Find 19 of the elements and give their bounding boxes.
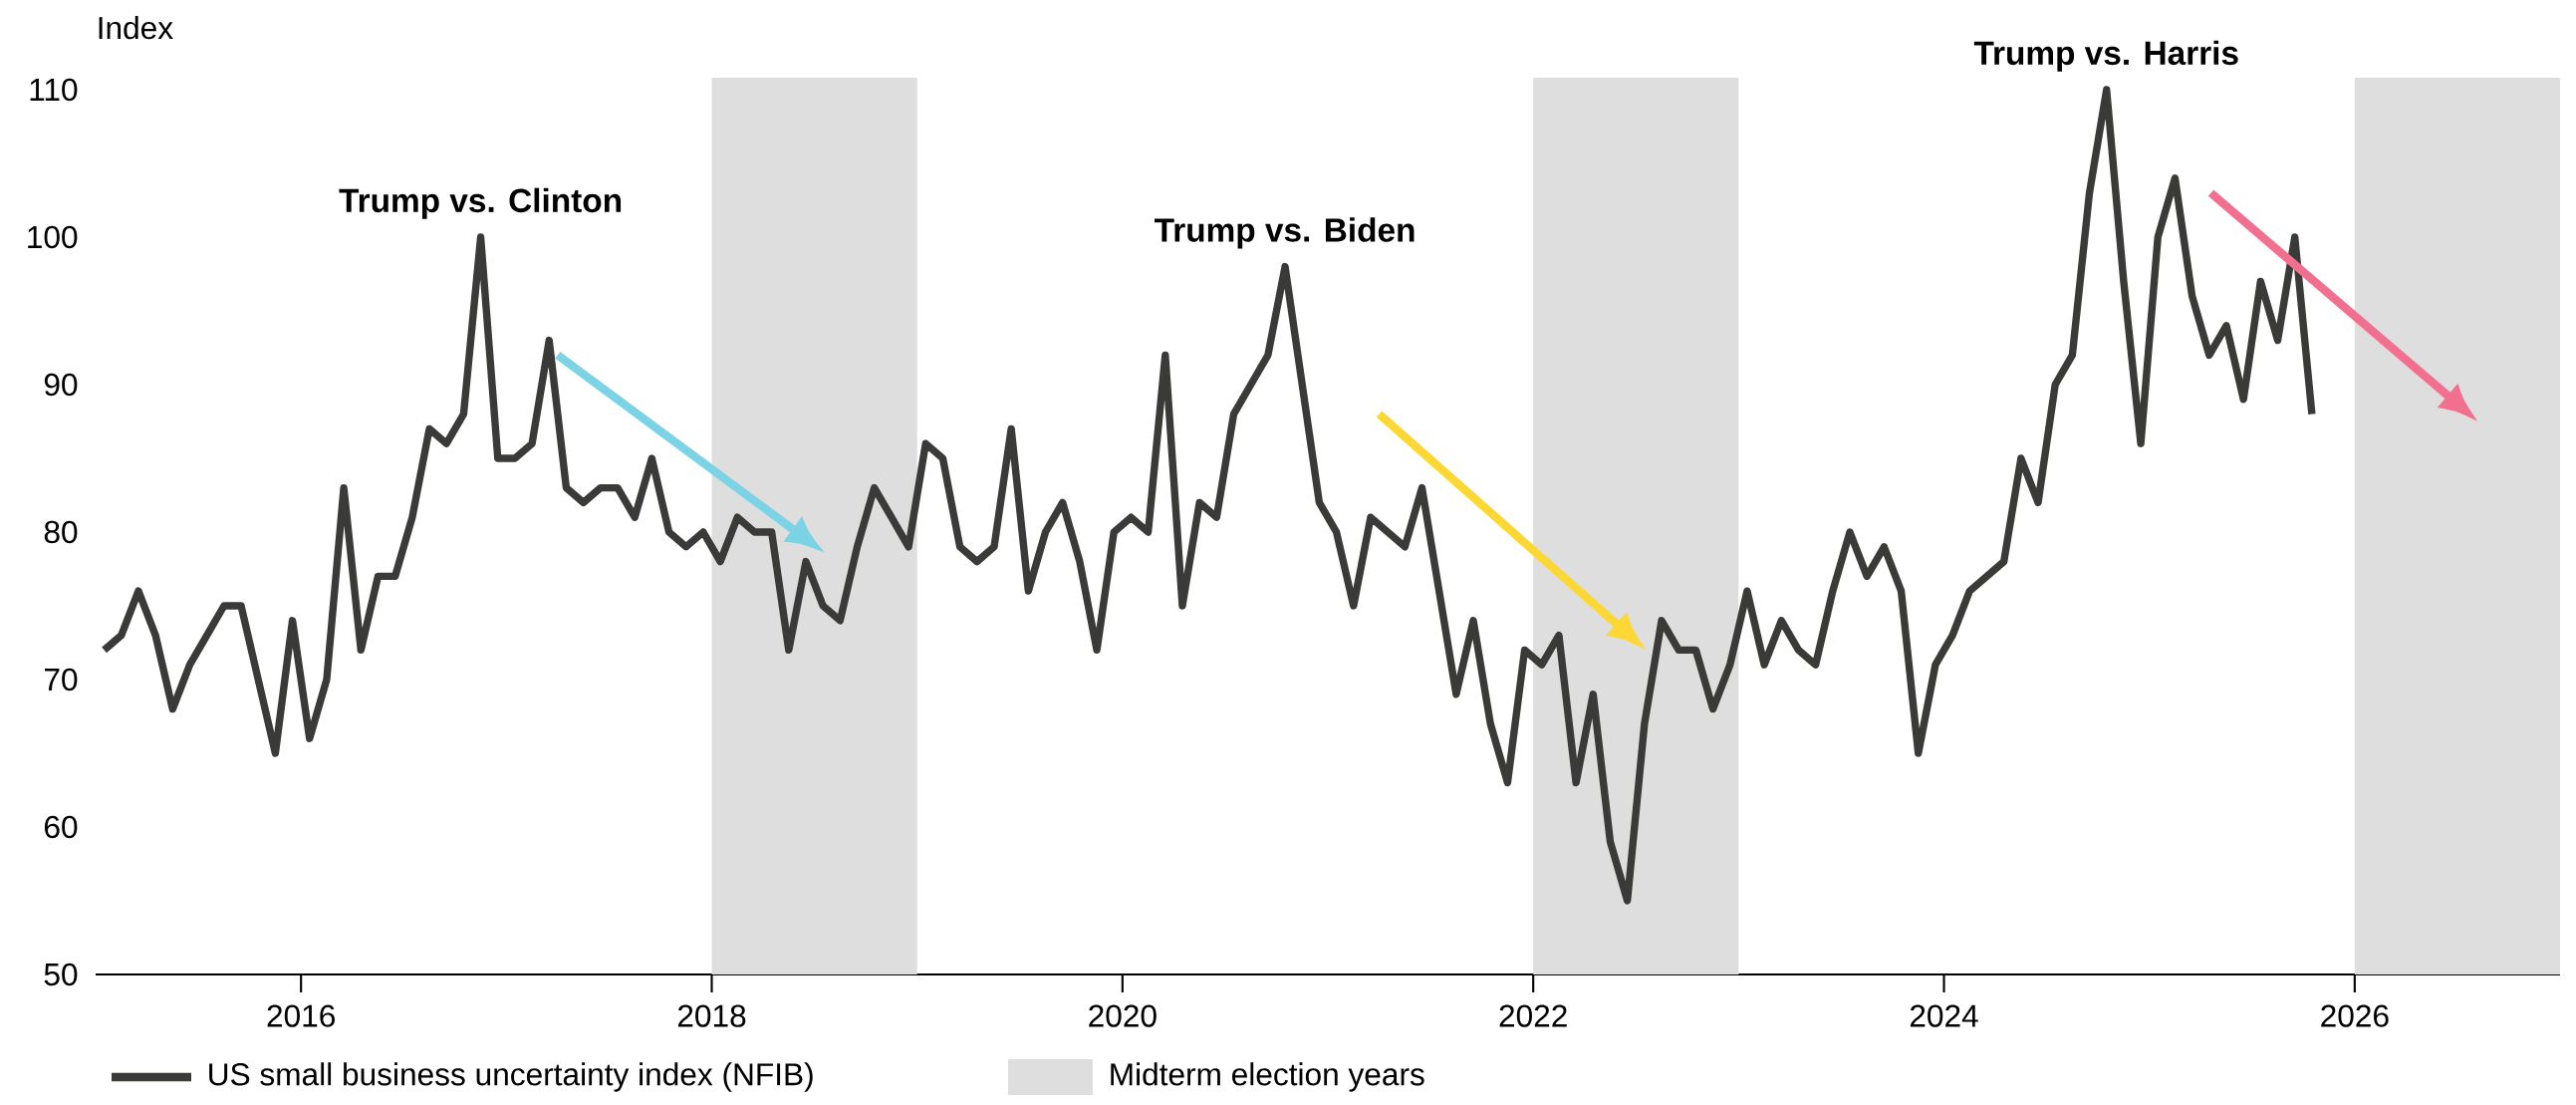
y-axis-title: Index <box>99 16 173 40</box>
y-tick-label: 100 <box>28 225 78 249</box>
annotation: Trump vs. Clinton <box>339 187 622 219</box>
y-tick-label: 90 <box>44 373 78 397</box>
x-tick-label: 2018 <box>677 1004 746 1027</box>
x-tick-label: 2016 <box>267 1004 335 1027</box>
x-tick-label: 2024 <box>1910 1004 1978 1027</box>
legend-label: US small business uncertainty index (NFIB) <box>209 1062 813 1092</box>
y-tick-label: 110 <box>30 78 78 102</box>
y-tick-label: 70 <box>45 668 78 691</box>
y-tick-label: 80 <box>44 520 78 544</box>
annotation: Trump vs. Biden <box>1155 217 1415 249</box>
y-tick-label: 60 <box>45 815 78 839</box>
y-tick-label: 50 <box>44 963 78 986</box>
x-tick-label: 2022 <box>1499 1004 1567 1027</box>
x-tick-label: 2026 <box>2321 1004 2389 1027</box>
annotation: Trump vs. Harris <box>1973 40 2238 72</box>
legend-label: Midterm election years <box>1111 1062 1424 1092</box>
x-tick-label: 2020 <box>1089 1004 1157 1027</box>
